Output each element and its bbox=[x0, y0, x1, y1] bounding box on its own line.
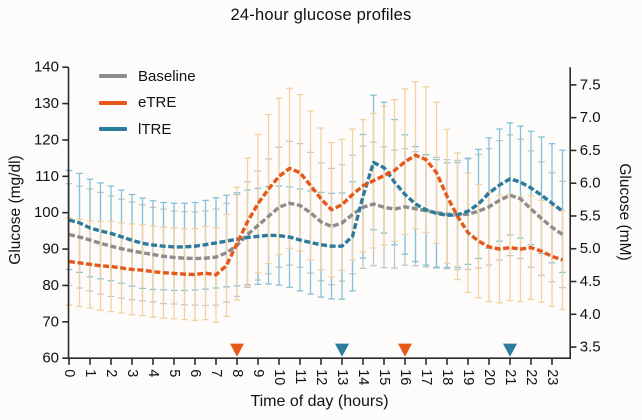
y-tick-label-right: 3.5 bbox=[580, 339, 601, 356]
x-tick-label: 3 bbox=[124, 369, 140, 377]
y-tick-label-right: 5.5 bbox=[580, 207, 601, 224]
series-line-etre bbox=[68, 153, 564, 277]
x-tick-label: 10 bbox=[271, 369, 287, 385]
y-tick-label-right: 7.0 bbox=[580, 109, 601, 126]
x-tick-label: 1 bbox=[82, 369, 98, 377]
x-tick-label: 12 bbox=[313, 369, 329, 385]
legend-item-etre: eTRE bbox=[99, 90, 196, 117]
y-tick-label-right: 6.0 bbox=[580, 175, 601, 192]
x-tick-label: 23 bbox=[544, 369, 560, 385]
x-tick-label: 9 bbox=[250, 369, 266, 377]
x-tick-label: 4 bbox=[145, 369, 161, 377]
y-tick-label-right: 4.0 bbox=[580, 306, 601, 323]
right-axis-title: Glucose (mM) bbox=[616, 163, 633, 261]
meal-marker-etre-8h bbox=[230, 343, 244, 357]
x-tick-label: 11 bbox=[292, 369, 308, 384]
legend-item-ltre: lTRE bbox=[99, 116, 196, 143]
x-axis-title: Time of day (hours) bbox=[250, 393, 389, 410]
y-tick-label-left: 140 bbox=[34, 59, 59, 76]
y-tick-label-right: 5.0 bbox=[580, 240, 601, 257]
x-tick-label: 22 bbox=[523, 369, 539, 385]
y-tick-label-right: 6.5 bbox=[580, 142, 601, 159]
legend-swatch-etre bbox=[99, 100, 127, 105]
chart-title: 24-hour glucose profiles bbox=[230, 6, 412, 24]
legend-label-baseline: Baseline bbox=[138, 67, 196, 85]
x-tick-label: 13 bbox=[334, 369, 350, 385]
legend-swatch-ltre bbox=[99, 127, 127, 132]
y-tick-label-left: 80 bbox=[42, 277, 59, 294]
series-line-ltre bbox=[68, 160, 564, 249]
x-tick-label: 17 bbox=[418, 369, 434, 385]
y-tick-label-left: 70 bbox=[42, 313, 59, 330]
x-tick-label: 14 bbox=[355, 369, 371, 385]
legend-swatch-baseline bbox=[99, 74, 127, 79]
meal-marker-etre-16h bbox=[398, 343, 412, 357]
meal-marker-ltre-13h bbox=[335, 343, 349, 357]
legend-label-etre: eTRE bbox=[138, 94, 177, 112]
x-tick-label: 18 bbox=[439, 369, 455, 385]
x-tick-label: 19 bbox=[460, 369, 476, 385]
x-tick-label: 5 bbox=[166, 369, 182, 377]
y-tick-label-left: 130 bbox=[34, 95, 59, 112]
x-tick-label: 0 bbox=[61, 369, 77, 377]
x-tick-label: 21 bbox=[502, 369, 518, 385]
y-tick-label-left: 100 bbox=[34, 204, 59, 221]
x-tick-label: 8 bbox=[229, 369, 245, 377]
x-tick-label: 7 bbox=[208, 369, 224, 377]
y-tick-label-right: 7.5 bbox=[580, 76, 601, 93]
y-tick-label-left: 120 bbox=[34, 131, 59, 148]
series-line-baseline bbox=[68, 193, 564, 261]
legend-item-baseline: Baseline bbox=[99, 63, 196, 90]
left-axis-title: Glucose (mg/dl) bbox=[7, 155, 24, 265]
legend: Baseline eTRE lTRE bbox=[99, 63, 196, 143]
y-tick-label-left: 90 bbox=[42, 241, 59, 258]
y-tick-label-left: 60 bbox=[42, 350, 59, 367]
x-tick-label: 2 bbox=[103, 369, 119, 377]
y-tick-label-left: 110 bbox=[35, 168, 59, 185]
x-tick-label: 20 bbox=[481, 369, 497, 385]
x-tick-label: 16 bbox=[397, 369, 413, 385]
legend-label-ltre: lTRE bbox=[138, 120, 172, 138]
y-tick-label-right: 4.5 bbox=[580, 273, 601, 290]
x-tick-label: 15 bbox=[376, 369, 392, 385]
error-bars-baseline bbox=[65, 134, 566, 307]
meal-marker-ltre-21h bbox=[503, 343, 517, 357]
axes bbox=[62, 66, 577, 365]
x-tick-label: 6 bbox=[187, 369, 203, 377]
